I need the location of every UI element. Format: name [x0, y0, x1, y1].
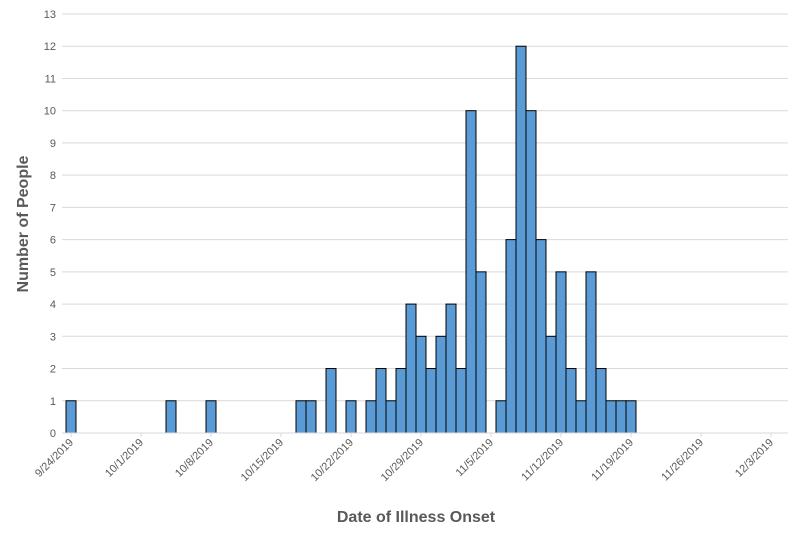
- bar: [415, 335, 427, 434]
- bar: [435, 335, 447, 434]
- y-tick-label: 0: [50, 428, 56, 440]
- y-tick-label: 12: [44, 41, 56, 53]
- x-tick-label: 10/15/2019: [239, 437, 286, 484]
- y-tick-label: 5: [50, 267, 56, 279]
- bar: [565, 368, 577, 434]
- bar: [545, 335, 557, 434]
- bar: [555, 271, 567, 434]
- x-tick-label: 10/1/2019: [103, 437, 146, 480]
- bar: [615, 400, 627, 434]
- bar: [475, 271, 487, 434]
- y-tick-label: 6: [50, 235, 56, 247]
- bar: [505, 239, 517, 434]
- bar: [535, 239, 547, 434]
- y-tick-label: 2: [50, 364, 56, 376]
- bar: [165, 400, 177, 434]
- y-tick-label: 8: [50, 170, 56, 182]
- y-tick-label: 13: [44, 9, 56, 21]
- y-axis-title: Number of People: [15, 155, 32, 292]
- bar: [595, 368, 607, 434]
- x-tick-label: 11/19/2019: [589, 437, 636, 484]
- bar: [465, 110, 477, 434]
- x-tick-label: 10/29/2019: [379, 437, 426, 484]
- bar: [325, 368, 337, 434]
- bar: [455, 368, 467, 434]
- bar: [295, 400, 307, 434]
- bar: [445, 303, 457, 434]
- bar: [385, 400, 397, 434]
- bar: [495, 400, 507, 434]
- bar: [65, 400, 77, 434]
- y-tick-label: 7: [50, 202, 56, 214]
- x-tick-labels: 9/24/2019 10/1/2019 10/8/2019 10/15/2019 10/…: [33, 433, 776, 484]
- bar: [365, 400, 377, 434]
- x-tick-label: 11/5/2019: [454, 437, 497, 480]
- x-tick-label: 12/3/2019: [733, 437, 776, 480]
- x-tick-label: 11/12/2019: [519, 437, 566, 484]
- bar: [405, 303, 417, 434]
- bar: [375, 368, 387, 434]
- bar: [425, 368, 437, 434]
- y-tick-label: 1: [50, 396, 56, 408]
- x-tick-label: 10/22/2019: [309, 437, 356, 484]
- bar: [605, 400, 617, 434]
- bar: [585, 271, 597, 434]
- bar: [205, 400, 217, 434]
- bar: [345, 400, 357, 434]
- bar: [625, 400, 637, 434]
- x-tick-label: 10/8/2019: [173, 437, 216, 480]
- bar: [305, 400, 317, 434]
- y-tick-label: 4: [50, 299, 56, 311]
- x-axis-title: Date of Illness Onset: [337, 509, 496, 526]
- y-tick-label: 9: [50, 138, 56, 150]
- x-tick-label: 11/26/2019: [659, 437, 706, 484]
- y-tick-label: 11: [45, 73, 56, 85]
- bar: [525, 110, 537, 434]
- bar: [395, 368, 407, 434]
- bar: [515, 45, 527, 434]
- bar: [575, 400, 587, 434]
- y-tick-label: 10: [44, 106, 56, 118]
- x-tick-label: 9/24/2019: [33, 437, 76, 480]
- gridlines: [62, 13, 788, 402]
- y-tick-label: 3: [50, 331, 56, 343]
